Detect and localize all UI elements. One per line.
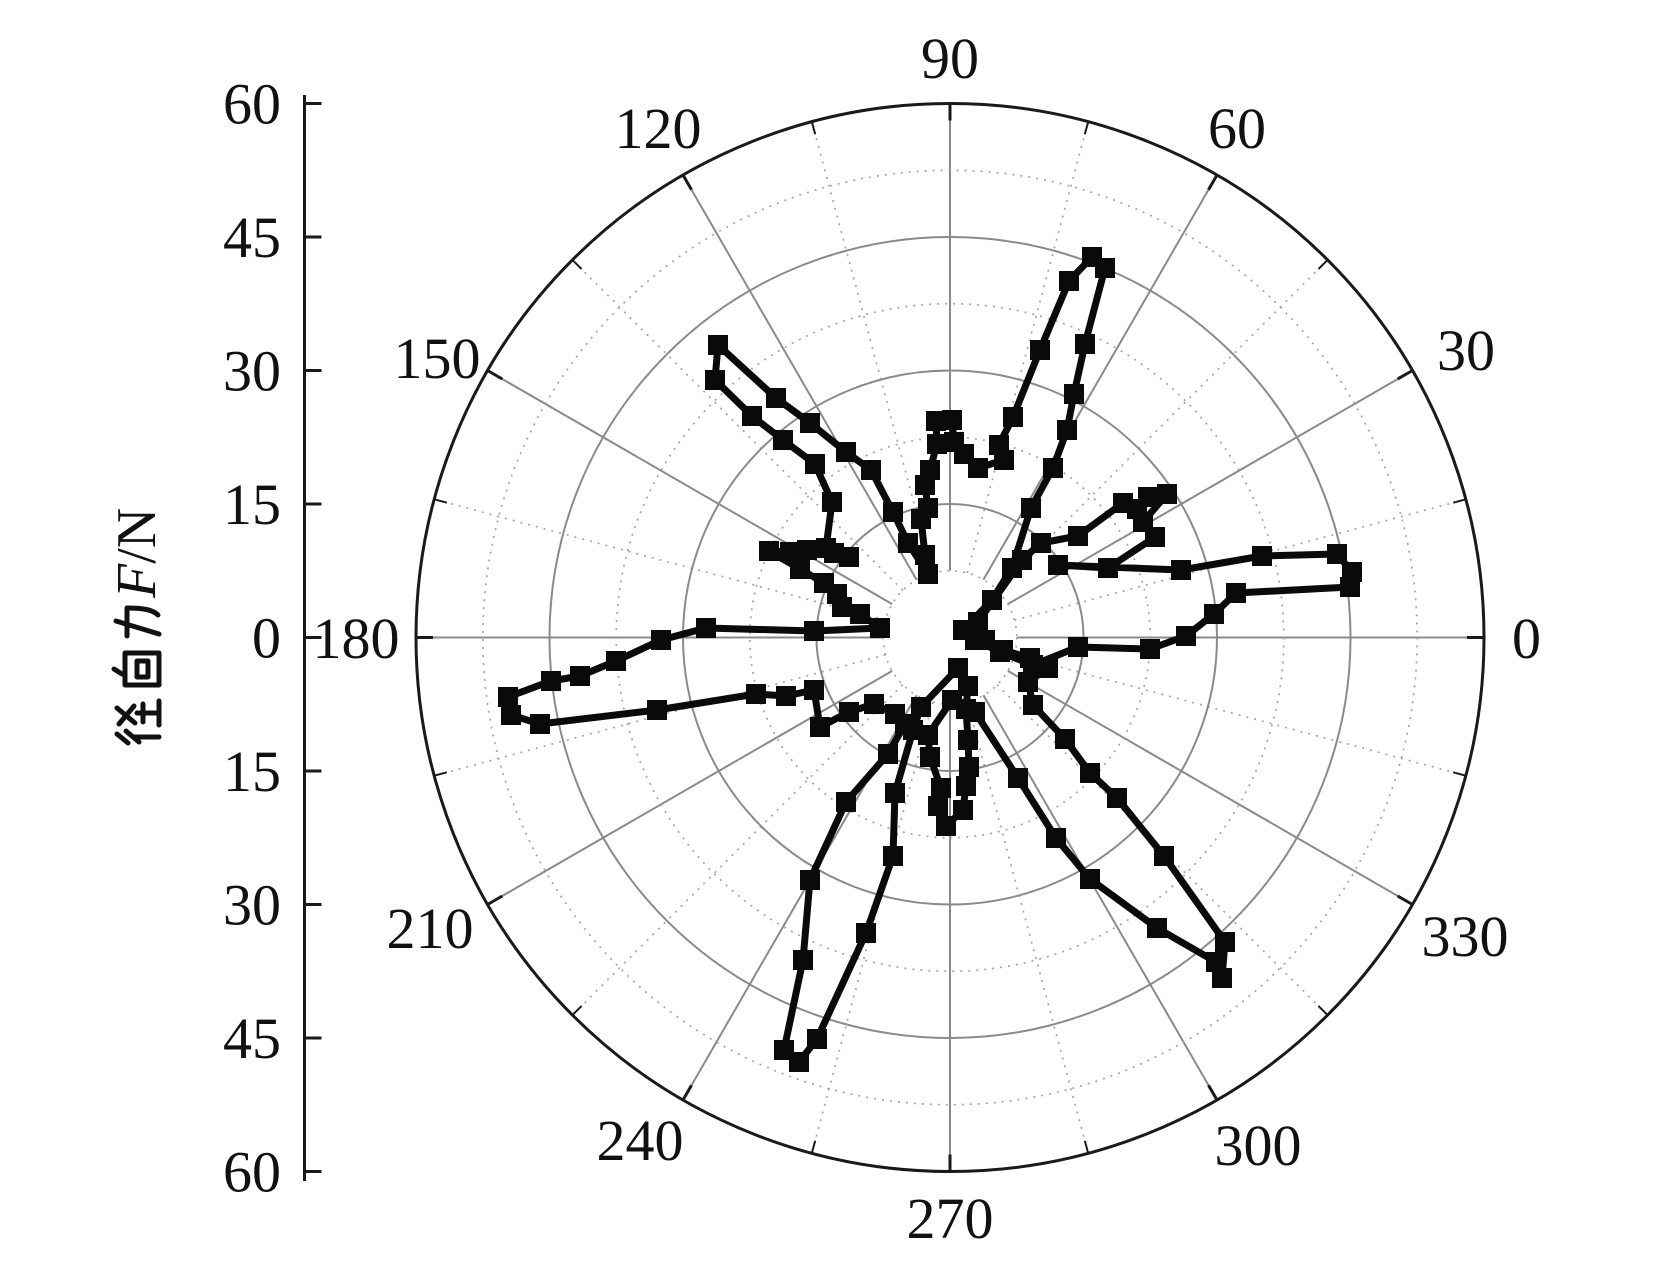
svg-text:90: 90 <box>921 26 979 91</box>
svg-text:180: 180 <box>313 606 400 671</box>
svg-text:60: 60 <box>223 1140 281 1205</box>
svg-text:F/N: F/N <box>106 508 168 599</box>
svg-text:210: 210 <box>387 896 474 961</box>
svg-text:30: 30 <box>223 873 281 938</box>
svg-text:60: 60 <box>1208 96 1266 161</box>
svg-text:0: 0 <box>252 606 281 671</box>
svg-text:120: 120 <box>615 96 702 161</box>
svg-text:45: 45 <box>223 205 281 270</box>
svg-text:45: 45 <box>223 1006 281 1071</box>
svg-text:15: 15 <box>223 739 281 804</box>
svg-text:270: 270 <box>907 1186 994 1251</box>
svg-text:30: 30 <box>223 339 281 404</box>
svg-text:330: 330 <box>1422 904 1509 969</box>
svg-text:30: 30 <box>1437 318 1495 383</box>
svg-text:300: 300 <box>1215 1113 1302 1178</box>
svg-text:240: 240 <box>597 1108 684 1173</box>
svg-text:150: 150 <box>394 326 481 391</box>
svg-text:0: 0 <box>1512 606 1541 671</box>
svg-text:60: 60 <box>223 72 281 137</box>
svg-text:15: 15 <box>223 472 281 537</box>
